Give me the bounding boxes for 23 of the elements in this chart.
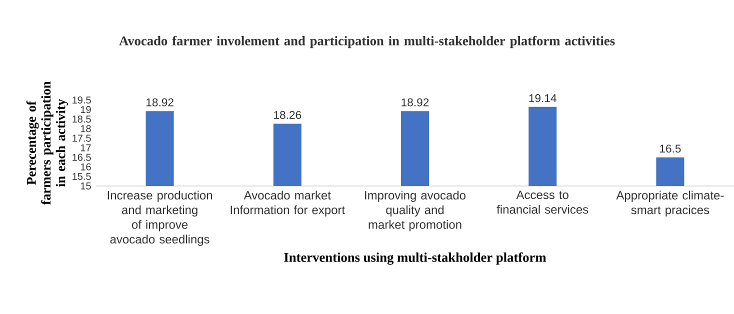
x-tick-label: Increase production and marketing of improve avocado seedlings	[108, 190, 212, 246]
y-tick-label: 17.5	[72, 134, 91, 142]
y-tick-label: 17	[80, 144, 91, 152]
y-tick-label: 18.5	[72, 116, 91, 123]
y-tick-label: 19	[80, 106, 91, 114]
y-tick-label: 15	[80, 182, 91, 190]
data-label: 18.92	[146, 98, 174, 106]
y-axis-title: Perecentage of farmers participation in each activity	[26, 81, 68, 205]
x-tick-label: Appropriate climate-smart pracices	[616, 190, 724, 217]
data-label: 18.92	[402, 98, 429, 106]
data-label: 18.26	[274, 110, 302, 119]
y-tick-label: 15.5	[72, 172, 91, 180]
y-tick-label: 19.5	[72, 96, 91, 104]
y-tick-label: 16	[80, 163, 91, 170]
x-tick-label: Improving avocado quality and market promotion	[365, 190, 466, 232]
x-axis-title: Interventions using multi-stakholder platform	[284, 252, 546, 265]
y-tick-label: 16.5	[72, 154, 91, 161]
data-label: 19.14	[529, 94, 556, 102]
chart-title: Avocado farmer involement and participation in multi-stakeholder platform activities	[119, 36, 615, 48]
y-tick-label: 18	[80, 125, 91, 132]
x-tick-label: Access to financial services	[496, 190, 588, 214]
data-label: 16.5	[660, 144, 681, 153]
x-tick-label: Avocado market Information for export	[230, 190, 345, 217]
